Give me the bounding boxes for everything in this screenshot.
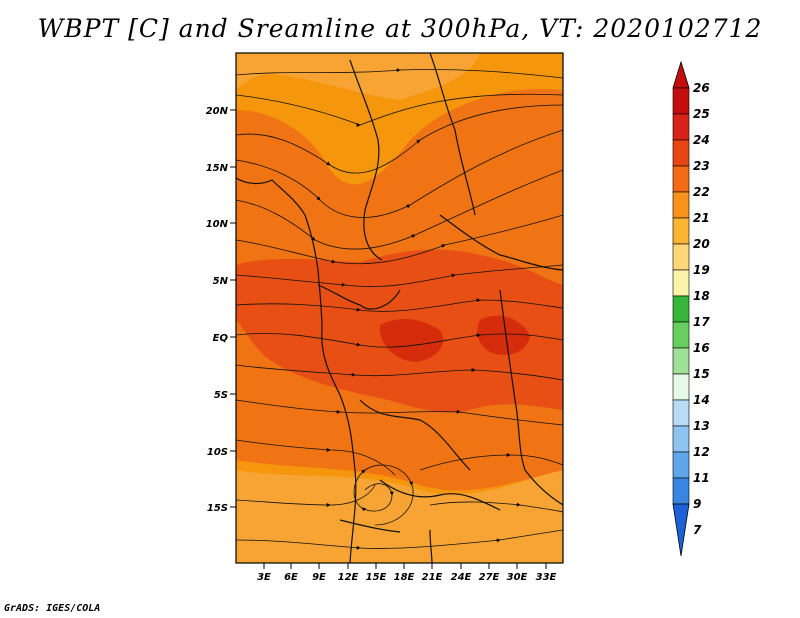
lon-tick-label: 3E <box>257 572 271 583</box>
lon-tick-label: 33E <box>536 572 557 583</box>
lon-tick-label: 30E <box>507 572 528 583</box>
colorbar: 26 25 24 23 22 21 20 19 18 17 16 15 14 13 12 11 9 7 <box>672 60 710 557</box>
colorbar-label: 18 <box>693 289 710 303</box>
lon-tick-label: 24E <box>451 572 472 583</box>
lat-tick-label: 15S <box>207 503 228 514</box>
lat-tick-label: 5S <box>214 390 228 401</box>
lat-tick-label: EQ <box>213 333 229 344</box>
colorbar-swatch <box>672 269 690 297</box>
colorbar-label: 26 <box>693 81 710 95</box>
colorbar-swatch <box>672 139 690 167</box>
lon-tick-label: 6E <box>284 572 298 583</box>
colorbar-label: 21 <box>693 211 710 225</box>
colorbar-label: 24 <box>693 133 710 147</box>
colorbar-label: 15 <box>693 367 710 381</box>
colorbar-swatch <box>672 217 690 245</box>
colorbar-label: 9 <box>693 497 701 511</box>
colorbar-label: 11 <box>693 471 710 485</box>
colorbar-label: 22 <box>693 185 710 199</box>
latitude-axis: 20N 15N 10N 5N EQ 5S 10S 15S <box>206 106 236 514</box>
lat-tick-label: 15N <box>206 163 229 174</box>
streamlines <box>236 68 563 550</box>
colorbar-swatch <box>672 113 690 141</box>
colorbar-swatch <box>672 295 690 323</box>
longitude-axis: 3E 6E 9E 12E 15E 18E 21E 24E 27E 30E 33E <box>257 563 557 583</box>
lon-tick-label: 27E <box>479 572 500 583</box>
colorbar-label: 16 <box>693 341 710 355</box>
lat-tick-label: 5N <box>213 276 229 287</box>
colorbar-swatch <box>672 87 690 115</box>
colorbar-label: 14 <box>693 393 710 407</box>
colorbar-label: 19 <box>693 263 710 277</box>
colorbar-swatch <box>672 165 690 193</box>
colorbar-label: 13 <box>693 419 710 433</box>
lon-tick-label: 21E <box>422 572 443 583</box>
colorbar-swatch <box>672 451 690 479</box>
lat-tick-label: 10S <box>207 447 228 458</box>
colorbar-top-arrow <box>672 60 690 89</box>
map-frame <box>235 52 564 564</box>
lon-tick-label: 9E <box>312 572 326 583</box>
colorbar-swatch <box>672 191 690 219</box>
colorbar-bottom-arrow <box>672 503 690 557</box>
map-title: WBPT [C] and Sreamline at 300hPa, VT: 20… <box>37 14 763 43</box>
colorbar-swatch <box>672 373 690 401</box>
colorbar-swatch <box>672 347 690 375</box>
colorbar-label: 17 <box>693 315 710 329</box>
colorbar-swatch <box>672 477 690 505</box>
lon-tick-label: 12E <box>338 572 359 583</box>
wbpt-contour-24-25-b <box>477 315 530 356</box>
grads-credit: GrADS: IGES/COLA <box>4 603 101 614</box>
colorbar-swatch <box>672 243 690 271</box>
colorbar-label: 7 <box>693 523 702 537</box>
colorbar-label: 12 <box>693 445 710 459</box>
lon-tick-label: 15E <box>366 572 387 583</box>
colorbar-swatch <box>672 321 690 349</box>
lon-tick-label: 18E <box>394 572 415 583</box>
colorbar-label: 25 <box>693 107 710 121</box>
lat-tick-label: 10N <box>206 219 229 230</box>
colorbar-label: 23 <box>693 159 710 173</box>
colorbar-label: 20 <box>693 237 710 251</box>
lat-tick-label: 20N <box>206 106 229 117</box>
wbpt-contour-20-21-north <box>236 53 480 100</box>
colorbar-swatch <box>672 399 690 427</box>
colorbar-swatch <box>672 425 690 453</box>
